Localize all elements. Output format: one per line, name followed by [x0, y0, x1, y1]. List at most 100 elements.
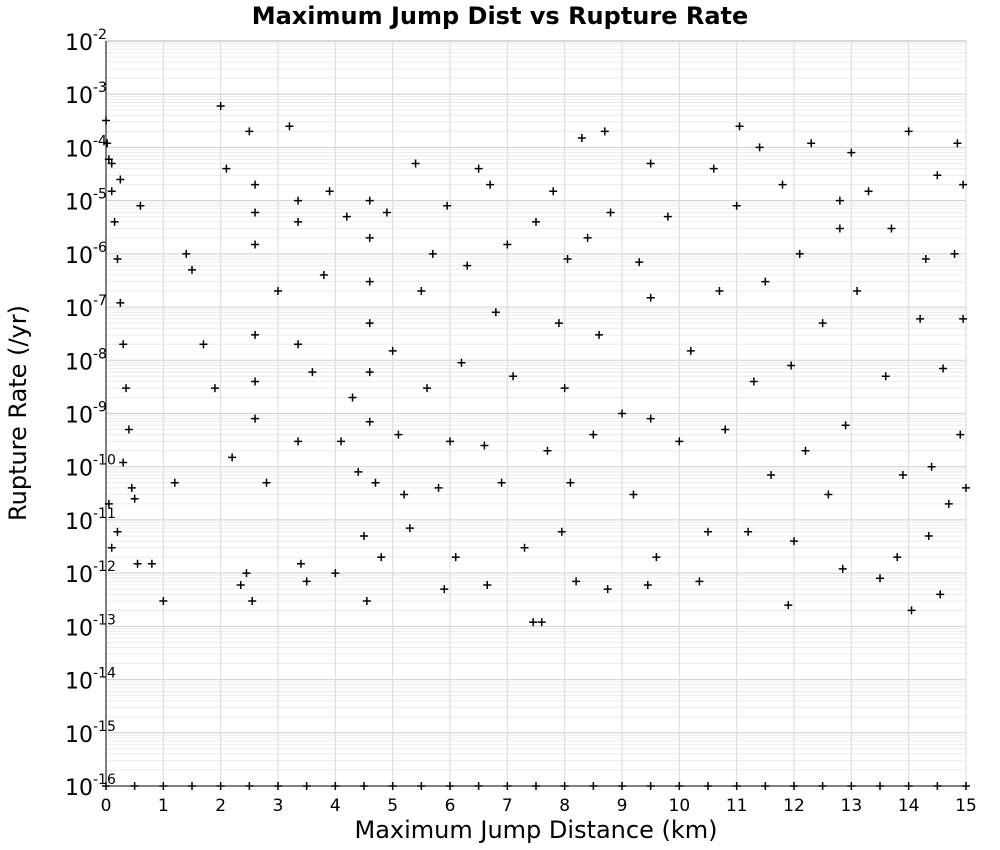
data-point — [251, 330, 260, 339]
data-point — [663, 212, 672, 221]
data-point — [463, 261, 472, 270]
data-point — [113, 527, 122, 536]
data-point — [600, 127, 609, 136]
data-point — [302, 577, 311, 586]
x-tick-label: 10 — [669, 796, 691, 816]
data-point — [532, 782, 540, 790]
data-point — [732, 782, 741, 790]
data-point — [116, 298, 125, 307]
data-point — [405, 524, 414, 533]
data-point — [417, 287, 426, 296]
data-point — [446, 782, 454, 790]
data-point — [893, 553, 902, 562]
data-point — [417, 782, 426, 790]
data-point — [371, 478, 380, 487]
data-point — [331, 569, 340, 578]
data-point — [411, 159, 420, 168]
data-point — [159, 782, 168, 790]
data-point — [443, 201, 452, 210]
data-point — [337, 437, 346, 446]
data-point — [365, 417, 374, 426]
chart-title: Maximum Jump Dist vs Rupture Rate — [251, 2, 749, 30]
data-point — [959, 180, 968, 189]
data-point — [755, 143, 764, 152]
data-point — [242, 569, 251, 578]
data-point — [296, 559, 305, 568]
data-point — [554, 319, 563, 328]
data-point — [102, 116, 110, 125]
data-point — [136, 201, 145, 210]
data-point — [904, 782, 913, 790]
data-point — [944, 499, 953, 508]
data-point — [509, 372, 518, 381]
x-tick-label: 4 — [330, 796, 341, 816]
data-point — [618, 409, 626, 418]
data-point — [841, 421, 850, 430]
x-tick-label: 12 — [783, 796, 805, 816]
data-point — [159, 596, 168, 605]
data-point — [222, 164, 231, 173]
data-point — [787, 361, 796, 370]
data-point — [583, 233, 592, 242]
data-point — [956, 430, 965, 439]
data-point — [170, 478, 179, 487]
data-point — [302, 782, 311, 790]
data-point — [116, 175, 125, 184]
data-point — [572, 577, 581, 586]
data-point — [119, 340, 128, 349]
data-point — [365, 319, 374, 328]
data-point — [916, 314, 925, 323]
data-point — [294, 437, 303, 446]
y-tick-label: 10-6 — [65, 240, 107, 269]
y-tick-label: 10-8 — [65, 346, 107, 375]
data-point — [133, 559, 142, 568]
data-point — [216, 102, 225, 111]
data-point — [274, 782, 282, 790]
data-point — [122, 384, 131, 393]
data-points — [102, 102, 970, 790]
y-tick-label: 10-16 — [65, 772, 116, 801]
x-tick-label: 6 — [445, 796, 456, 816]
data-point — [188, 265, 196, 274]
data-point — [853, 287, 862, 296]
data-point — [107, 543, 116, 552]
data-point — [428, 249, 437, 258]
data-point — [778, 180, 787, 189]
x-tick-label: 5 — [387, 796, 398, 816]
data-point — [423, 384, 432, 393]
data-point — [835, 196, 844, 205]
data-point — [953, 139, 962, 148]
data-point — [294, 196, 303, 205]
data-point — [881, 372, 890, 381]
data-point — [486, 180, 495, 189]
data-point — [251, 208, 260, 217]
x-tick-label: 9 — [617, 796, 628, 816]
data-point — [761, 277, 770, 286]
data-point — [818, 319, 827, 328]
data-point — [127, 483, 136, 492]
data-point — [675, 782, 684, 790]
data-point — [962, 782, 970, 790]
data-point — [790, 537, 798, 546]
y-tick-label: 10-3 — [65, 80, 107, 109]
data-point — [876, 782, 884, 790]
data-point — [577, 134, 586, 143]
data-point — [962, 483, 970, 492]
y-tick-label: 10-7 — [65, 293, 107, 322]
data-point — [440, 585, 449, 594]
x-tick-label: 7 — [502, 796, 513, 816]
y-tick-label: 10-14 — [65, 666, 116, 695]
data-point — [388, 346, 397, 355]
data-point — [308, 368, 317, 377]
data-point — [457, 358, 466, 367]
data-point — [248, 596, 257, 605]
data-point — [744, 527, 753, 536]
data-point — [365, 196, 374, 205]
data-point — [362, 596, 371, 605]
data-point — [245, 127, 254, 136]
data-point — [503, 240, 512, 249]
y-tick-label: 10-15 — [65, 719, 116, 748]
data-point — [933, 171, 942, 180]
data-point — [704, 527, 712, 536]
x-tick-label: 15 — [955, 796, 977, 816]
